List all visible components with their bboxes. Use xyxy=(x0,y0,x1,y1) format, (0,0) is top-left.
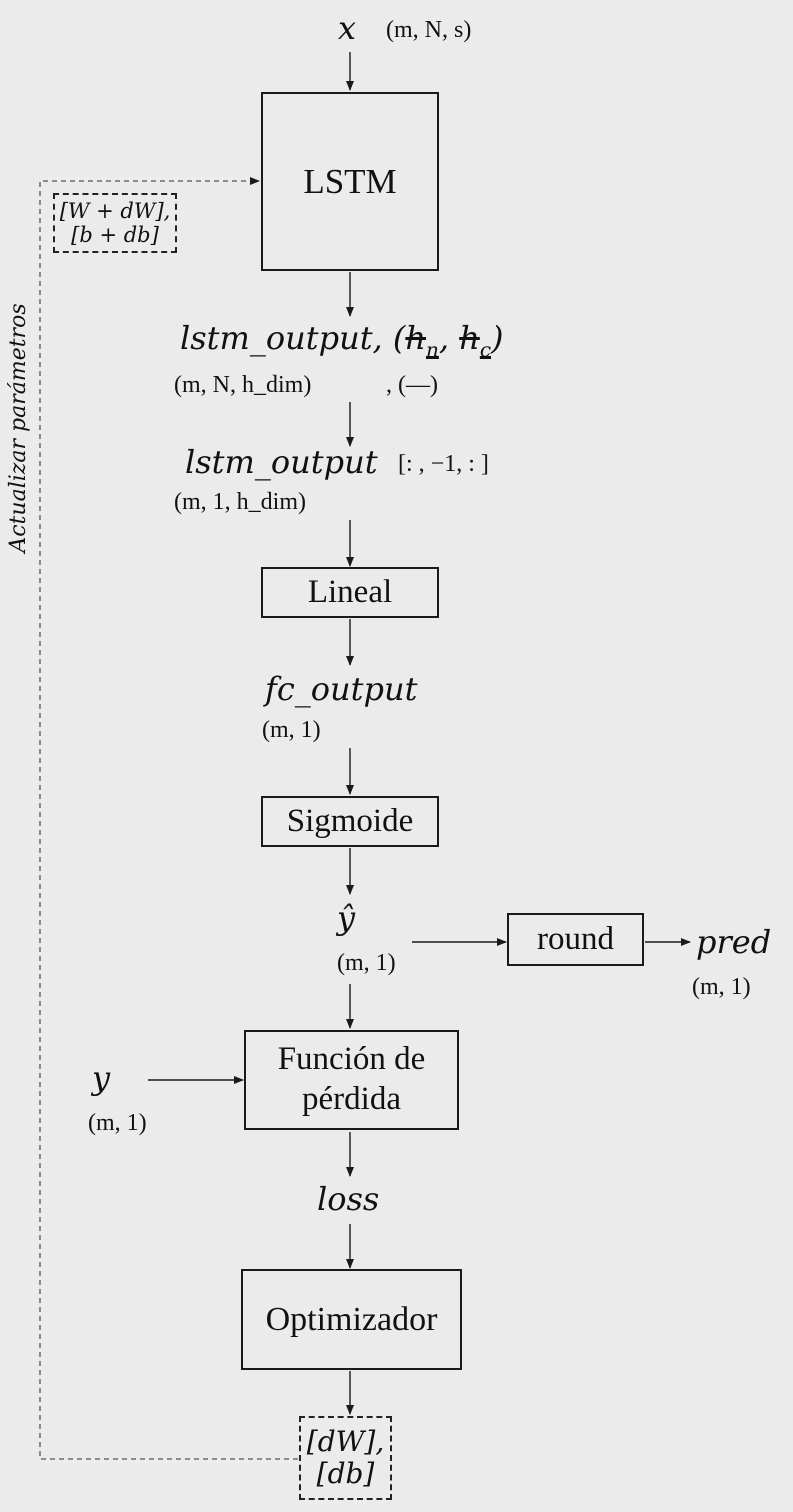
hidden-state-separator: , xyxy=(438,319,450,357)
y-dims: (m, 1) xyxy=(88,1110,147,1136)
loss-function-label-line1: Función de xyxy=(277,1041,426,1078)
gradient-bias: [db] xyxy=(316,1457,375,1490)
hidden-state-close: ) xyxy=(491,319,504,357)
hidden-state-n: hn xyxy=(405,319,439,362)
round-block: round xyxy=(507,913,644,966)
hidden-state-dims: , (—) xyxy=(386,372,438,398)
loss-symbol: loss xyxy=(317,1180,380,1218)
param-update-box: [W + dW], [b + db] xyxy=(53,193,177,253)
lstm-block: LSTM xyxy=(261,92,439,271)
sliced-output-dims: (m, 1, h_dim) xyxy=(174,489,306,515)
linear-label: Lineal xyxy=(307,574,393,610)
y-hat-symbol: ŷ xyxy=(337,899,356,937)
feedback-loop-line xyxy=(39,177,298,1460)
fc-output-expression: fc_output xyxy=(265,670,418,708)
sliced-output-expression: lstm_output xyxy=(185,443,378,481)
lstm-output-text: lstm_output, ( xyxy=(180,319,406,357)
sigmoid-block: Sigmoide xyxy=(261,796,439,847)
optimizer-block: Optimizador xyxy=(241,1269,462,1370)
sigmoid-label: Sigmoide xyxy=(286,803,414,839)
feedback-loop-label: Actualizar parámetros xyxy=(6,303,31,553)
lstm-output-dims: (m, N, h_dim) xyxy=(174,372,312,398)
linear-block: Lineal xyxy=(261,567,439,618)
round-label: round xyxy=(537,921,614,957)
gradients-box: [dW], [db] xyxy=(299,1416,392,1500)
param-update-weights: [W + dW], xyxy=(59,198,171,223)
y-hat-dims: (m, 1) xyxy=(337,950,396,976)
hidden-state-c: hc xyxy=(459,319,492,362)
input-x-symbol: x xyxy=(338,9,357,47)
pred-dims: (m, 1) xyxy=(692,974,751,1000)
gradient-weights: [dW], xyxy=(306,1424,385,1458)
lstm-label: LSTM xyxy=(303,161,397,201)
param-update-bias: [b + db] xyxy=(71,223,159,247)
optimizer-label: Optimizador xyxy=(265,1300,438,1338)
slice-index: [: , −1, : ] xyxy=(398,451,489,477)
input-x-dims: (m, N, s) xyxy=(386,17,472,43)
fc-output-dims: (m, 1) xyxy=(262,717,321,743)
loss-function-block: Función de pérdida xyxy=(244,1030,459,1130)
pred-symbol: pred xyxy=(696,923,772,961)
loss-function-label-line2: pérdida xyxy=(302,1081,401,1117)
y-symbol: y xyxy=(92,1059,111,1097)
lstm-output-expression: lstm_output, (hn, hc) xyxy=(180,322,504,359)
